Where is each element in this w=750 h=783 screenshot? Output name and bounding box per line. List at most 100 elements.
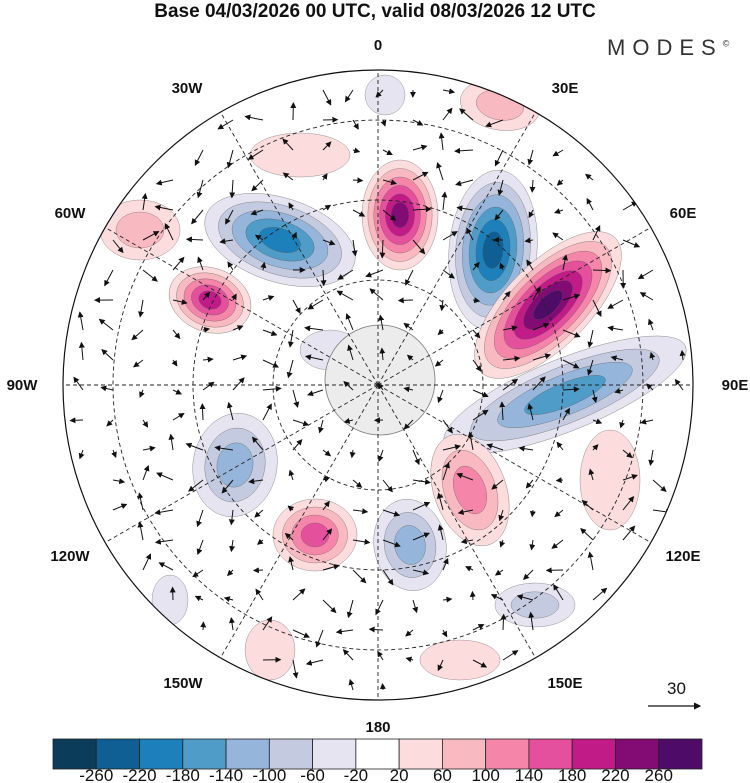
wind-arrow [456,205,474,212]
wind-arrow [158,562,174,571]
wind-arrow [262,295,275,301]
longitude-label: 150W [163,675,203,692]
wind-arrow [287,329,294,348]
wind-arrow [532,353,552,361]
wind-arrow [497,179,504,196]
longitude-label: 150E [547,675,582,692]
wind-arrow [412,119,424,126]
wind-arrow [502,355,521,362]
wind-arrow [472,359,482,372]
wind-arrow [368,626,384,633]
wind-arrow [437,659,444,672]
wind-arrow [551,539,564,549]
wind-arrow [585,173,594,181]
wind-arrow [307,389,324,397]
wind-arrow [315,629,324,648]
wind-arrow [137,492,144,511]
wind-arrow [322,599,337,614]
longitude-label: 30W [172,80,204,97]
wind-arrow [223,596,234,603]
wind-arrow [252,567,264,574]
wind-arrow [322,528,333,541]
wind-arrow [106,419,114,427]
wind-arrow [592,267,612,274]
wind-arrow [337,269,354,280]
colorbar-tick-label: 140 [515,766,543,783]
wind-arrow [377,382,384,391]
colorbar-tick-label: 260 [645,766,673,783]
wind-arrow [185,236,204,243]
map-title: Base 04/03/2026 00 UTC, valid 08/03/2026… [154,1,596,22]
colorbar: -260 -220 -180 -140 -100 -60 -20 20 60 100 140 180 2… [52,738,703,783]
wind-arrow [502,290,511,301]
colorbar-tick-label: 100 [471,766,499,783]
wind-arrow [494,569,504,576]
colorbar-swatch [225,738,270,770]
wind-arrow [438,132,445,151]
wind-arrow [592,587,608,601]
wind-arrow [345,313,354,331]
wind-arrow [591,389,598,404]
wind-arrow [232,325,244,331]
wind-arrow [292,659,299,679]
wind-arrow [131,329,144,341]
colorbar-tick-label: -100 [252,766,286,783]
longitude-label: 180 [365,719,390,736]
wind-arrow [614,387,624,394]
wind-arrow [262,403,272,421]
wind-arrow [646,383,654,391]
wind-arrow [562,386,580,393]
colorbar-swatch [52,738,97,770]
wind-arrow [406,354,414,361]
anomaly-contour [115,211,165,249]
meridian-line [104,227,379,386]
wind-arrow [380,119,387,127]
wind-arrow [466,227,474,241]
wind-arrow [321,173,328,181]
wind-arrow [202,381,215,391]
wind-arrow [369,288,384,301]
wind-arrow [412,569,430,576]
wind-arrow [322,500,330,511]
wind-arrow [556,441,564,451]
wind-arrow [523,569,534,580]
wind-arrow [172,389,183,395]
wind-arrow [248,478,264,485]
wind-arrow [288,202,295,211]
wind-arrow [455,179,474,187]
longitude-label: 120E [665,548,700,565]
wind-arrow [491,479,504,490]
wind-arrow [349,449,356,459]
wind-arrow [439,299,446,312]
wind-arrow [100,385,114,392]
wind-arrow [232,354,248,361]
wind-arrow [555,477,564,484]
wind-arrow [442,419,453,434]
wind-arrow [172,256,185,271]
wind-arrow [251,179,264,192]
wind-arrow [262,385,282,392]
anomaly-contour [300,522,330,548]
wind-arrow [172,299,188,305]
wind-arrow [185,442,204,451]
wind-arrow [610,355,624,362]
wind-arrow [141,192,148,211]
wind-arrow [529,179,536,193]
wind-arrow [77,311,84,331]
wind-arrow [436,492,444,511]
wind-arrow [442,107,453,121]
wind-arrow [498,509,505,522]
wind-arrow [133,359,144,368]
wind-arrow [375,599,384,616]
wind-arrow [142,419,149,428]
wind-arrow [528,209,535,219]
wind-arrow [502,378,519,391]
wind-arrow [168,433,175,451]
anomaly-contour [394,525,426,565]
wind-arrow [142,445,156,452]
wind-arrow [532,322,550,331]
wind-arrow [292,419,310,427]
colorbar-tick-label: -180 [166,766,200,783]
wind-arrow [194,595,204,602]
wind-arrow [412,144,428,151]
